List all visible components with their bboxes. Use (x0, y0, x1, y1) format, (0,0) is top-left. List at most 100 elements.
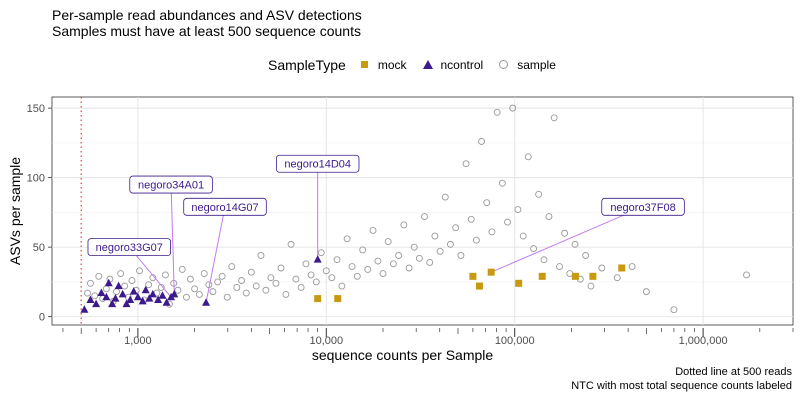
ncontrol-point (97, 288, 106, 297)
annotation-leader-line (490, 206, 644, 273)
sample-point (405, 264, 413, 272)
ncontrol-point (118, 289, 127, 298)
ncontrol-point (114, 281, 123, 290)
y-tick-label: 0 (39, 312, 45, 324)
sample-point (613, 274, 621, 282)
sample-point (642, 288, 650, 296)
sample-point (317, 249, 325, 257)
sample-point (478, 138, 486, 145)
legend-title: SampleType (268, 57, 346, 73)
ncontrol-point (92, 299, 101, 308)
ncontrol-point (162, 298, 171, 306)
sample-point (389, 260, 397, 268)
sample-point (87, 279, 94, 287)
sample-point (233, 284, 241, 291)
x-tick-label: 100,000 (495, 335, 535, 347)
x-axis-title: sequence counts per Sample (312, 347, 494, 363)
sample-point (174, 286, 182, 294)
sample-point (561, 229, 569, 237)
mock-point (538, 272, 546, 280)
sample-point (384, 238, 392, 246)
sample-point (556, 263, 564, 271)
sample-point (242, 289, 250, 297)
y-tick-label: 50 (33, 242, 45, 254)
sample-point (209, 288, 217, 296)
sample-point (178, 265, 186, 273)
sample-point (277, 264, 285, 272)
x-tick-label: 10,000 (309, 335, 343, 347)
ncontrol-point (154, 295, 163, 303)
sample-point (447, 240, 454, 248)
annotation-label: negoro33G07 (96, 242, 163, 254)
legend: SampleType mock ncontrol sample (268, 56, 570, 74)
sample-point (670, 306, 678, 314)
sample-point (359, 246, 367, 254)
sample-point (426, 258, 434, 266)
sample-point (228, 263, 236, 271)
sample-point (374, 257, 382, 265)
sample-point (322, 267, 330, 275)
ncontrol-point (108, 299, 117, 308)
sample-point (328, 274, 336, 282)
sample-point (457, 252, 465, 259)
sample-point (571, 240, 579, 248)
mock-point (334, 295, 342, 303)
sample-point (302, 260, 310, 268)
ncontrol-point (148, 289, 157, 298)
annotation-leader-line (205, 206, 226, 303)
legend-key-mock (358, 58, 372, 72)
sample-point (410, 243, 418, 251)
sample-point (307, 271, 315, 279)
chart-title: Per-sample read abundances and ASV detec… (52, 7, 362, 23)
ncontrol-point (133, 292, 142, 301)
annotation-label: negoro34A01 (138, 180, 204, 192)
sample-point (587, 282, 595, 290)
sample-point (186, 275, 194, 283)
legend-key-sample (497, 58, 511, 72)
sample-point (364, 265, 372, 273)
sample-point (493, 108, 501, 116)
y-axis-title: ASVs per sample (7, 157, 23, 265)
legend-item-sample: sample (497, 58, 556, 72)
annotation-leader-line (170, 184, 175, 295)
x-tick-label: 1,000,000 (679, 335, 728, 347)
sample-point (338, 282, 346, 290)
sample-point (282, 290, 290, 298)
sample-point (395, 252, 403, 259)
ncontrol-point (80, 305, 89, 313)
ncontrol-point (202, 298, 211, 306)
sample-point (343, 235, 351, 243)
mock-point (475, 282, 483, 290)
sample-point (483, 199, 491, 207)
annotation-label: negoro37F08 (610, 202, 675, 214)
sample-point (369, 227, 377, 234)
sample-point (200, 270, 208, 278)
sample-point (214, 278, 222, 286)
sample-point (421, 213, 428, 221)
ncontrol-point (111, 294, 120, 302)
sample-point (182, 293, 190, 301)
sample-point (312, 278, 320, 286)
sample-point (252, 282, 260, 290)
ncontrol-point (141, 285, 150, 294)
sample-point (452, 224, 460, 232)
mock-point (469, 272, 477, 280)
legend-label-sample: sample (517, 58, 556, 72)
ncontrol-point (145, 294, 154, 302)
sample-point (257, 252, 265, 259)
ncontrol-point (102, 292, 111, 301)
sample-point (157, 284, 165, 291)
sample-point (545, 213, 553, 221)
legend-item-ncontrol: ncontrol (421, 58, 483, 72)
sample-point (195, 290, 203, 298)
sample-point (218, 272, 226, 280)
ncontrol-point (170, 289, 179, 298)
sample-point (353, 272, 361, 280)
mock-point (589, 272, 597, 280)
annotation-label: negoro14G07 (191, 202, 258, 214)
mock-point (314, 295, 322, 303)
sample-point (472, 236, 480, 244)
ncontrol-point (313, 255, 322, 263)
annotation-label: negoro14D04 (284, 159, 351, 171)
